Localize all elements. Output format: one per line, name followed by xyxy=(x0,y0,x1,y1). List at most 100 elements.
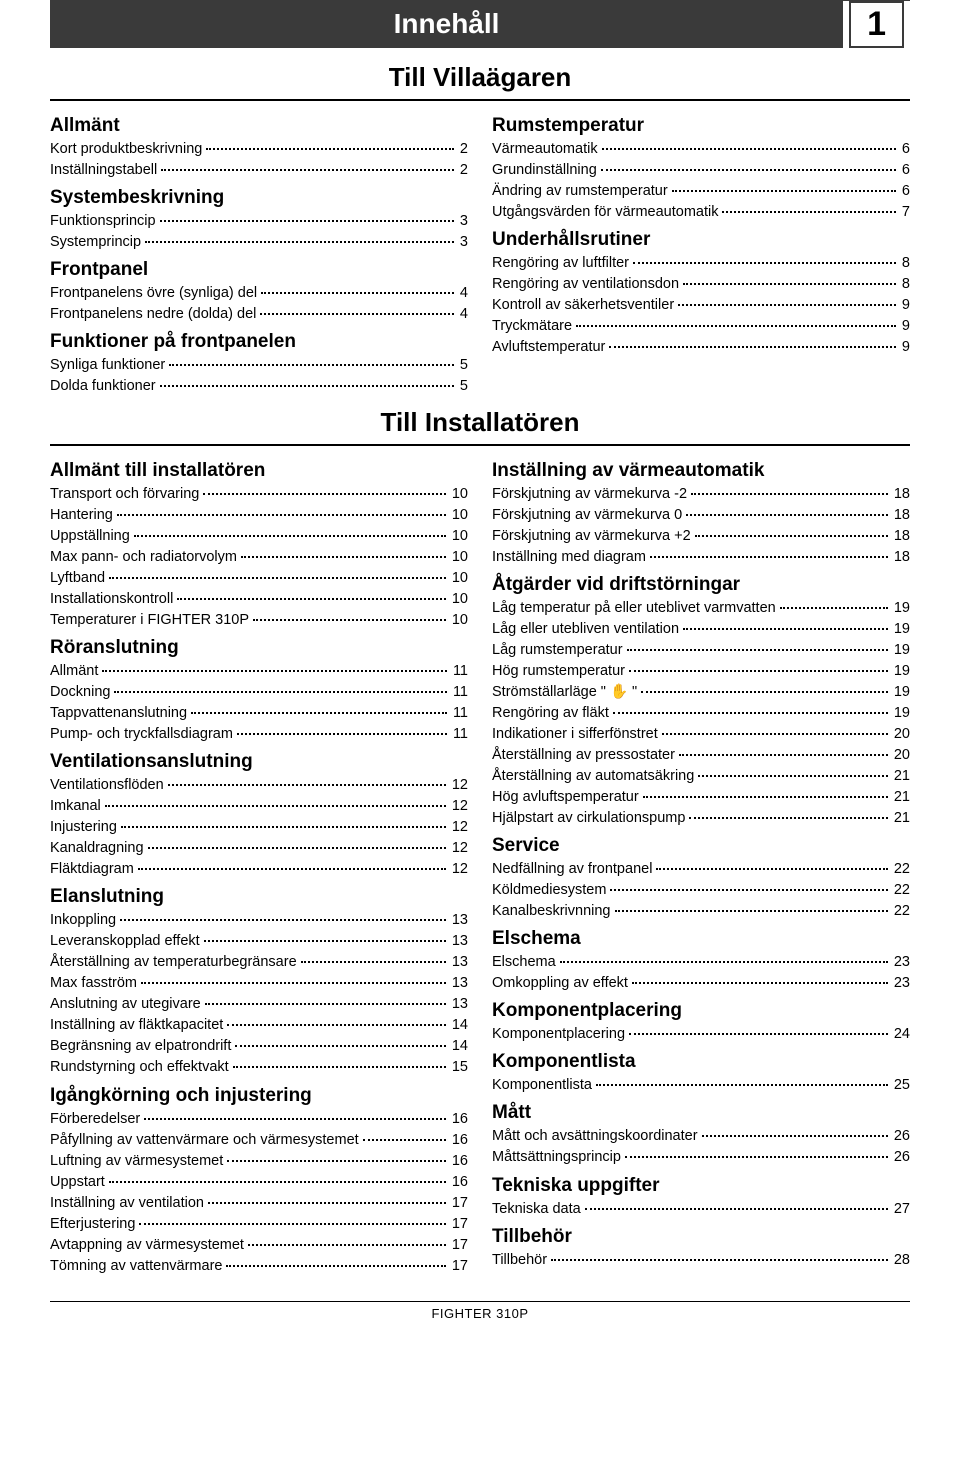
toc-category: Elanslutning xyxy=(50,886,468,908)
toc-leader-dots xyxy=(695,535,888,537)
toc-entry-label: Avtappning av värmesystemet xyxy=(50,1235,244,1256)
toc-leader-dots xyxy=(672,190,896,192)
toc-entry: Lyftband 10 xyxy=(50,568,468,589)
toc-leader-dots xyxy=(191,712,447,714)
toc-entry: Hög avluftspemperatur21 xyxy=(492,787,910,808)
toc-leader-dots xyxy=(260,313,454,315)
footer-text: FIGHTER 310P xyxy=(50,1302,910,1321)
toc-entry-label: Måttsättningsprincip xyxy=(492,1147,621,1168)
toc-entry-page: 6 xyxy=(900,181,910,202)
toc-entry-label: Fläktdiagram xyxy=(50,859,134,880)
toc-entry-page: 22 xyxy=(892,859,910,880)
toc-leader-dots xyxy=(633,262,896,264)
toc-entry-label: Omkoppling av effekt xyxy=(492,973,628,994)
toc-entry: Förskjutning av värmekurva -218 xyxy=(492,484,910,505)
toc-entry-page: 4 xyxy=(458,283,468,304)
toc-entry-page: 17 xyxy=(450,1214,468,1235)
toc-leader-dots xyxy=(134,535,446,537)
toc-entry-label: Temperaturer i FIGHTER 310P xyxy=(50,610,249,631)
toc-category: Elschema xyxy=(492,928,910,950)
toc-category: Inställning av värmeautomatik xyxy=(492,460,910,482)
toc-entry-page: 5 xyxy=(458,376,468,397)
toc-entry-page: 11 xyxy=(451,661,468,682)
toc-entry-label: Kontroll av säkerhetsventiler xyxy=(492,295,674,316)
toc-leader-dots xyxy=(629,1033,888,1035)
toc-entry-page: 26 xyxy=(892,1126,910,1147)
toc-entry: Tömning av vattenvärmare17 xyxy=(50,1256,468,1277)
toc-entry: Låg eller utebliven ventilation19 xyxy=(492,619,910,640)
toc-entry: Måttsättningsprincip 26 xyxy=(492,1147,910,1168)
toc-entry: Tryckmätare9 xyxy=(492,316,910,337)
toc-entry-label: Uppstart xyxy=(50,1172,105,1193)
toc-entry-page: 19 xyxy=(892,640,910,661)
toc-entry-page: 12 xyxy=(450,817,468,838)
toc-entry-label: Köldmediesystem xyxy=(492,880,606,901)
toc-entry-label: Utgångsvärden för värmeautomatik xyxy=(492,202,718,223)
toc-entry-label: Lyftband xyxy=(50,568,105,589)
toc-entry: Temperaturer i FIGHTER 310P 10 xyxy=(50,610,468,631)
toc-entry-label: Injustering xyxy=(50,817,117,838)
toc-entry: Pump- och tryckfallsdiagram11 xyxy=(50,724,468,745)
toc-entry: Värmeautomatik6 xyxy=(492,139,910,160)
toc-entry-label: Transport och förvaring xyxy=(50,484,199,505)
toc-entry-label: Uppställning xyxy=(50,526,130,547)
toc-entry-label: Efterjustering xyxy=(50,1214,135,1235)
toc-entry-page: 13 xyxy=(450,952,468,973)
toc-entry: Luftning av värmesystemet16 xyxy=(50,1151,468,1172)
toc-entry-label: Tappvattenanslutning xyxy=(50,703,187,724)
toc-entry-label: Nedfällning av frontpanel xyxy=(492,859,652,880)
toc-entry-label: Värmeautomatik xyxy=(492,139,598,160)
toc-entry: Tillbehör28 xyxy=(492,1250,910,1271)
toc-leader-dots xyxy=(560,961,888,963)
toc-entry: Inställning med diagram18 xyxy=(492,547,910,568)
toc-entry-label: Rundstyrning och effektvakt xyxy=(50,1057,229,1078)
toc-category: Systembeskrivning xyxy=(50,187,468,209)
toc-entry-label: Max pann- och radiatorvolym xyxy=(50,547,237,568)
toc-leader-dots xyxy=(233,1066,446,1068)
toc-entry: Avtappning av värmesystemet17 xyxy=(50,1235,468,1256)
toc-leader-dots xyxy=(689,817,887,819)
toc-entry-label: Leveranskopplad effekt xyxy=(50,931,200,952)
toc-entry-label: Pump- och tryckfallsdiagram xyxy=(50,724,233,745)
toc-entry: Utgångsvärden för värmeautomatik7 xyxy=(492,202,910,223)
toc-entry-page: 20 xyxy=(892,745,910,766)
toc-entry: Hantering10 xyxy=(50,505,468,526)
toc-entry-label: Hjälpstart av cirkulationspump xyxy=(492,808,685,829)
toc-entry: Installationskontroll10 xyxy=(50,589,468,610)
toc-entry-label: Grundinställning xyxy=(492,160,597,181)
toc-entry-page: 8 xyxy=(900,253,910,274)
toc-entry: Synliga funktioner5 xyxy=(50,355,468,376)
toc-entry: Förskjutning av värmekurva 018 xyxy=(492,505,910,526)
toc-entry-page: 16 xyxy=(450,1172,468,1193)
toc-entry-label: Inställning av ventilation xyxy=(50,1193,204,1214)
toc-entry-page: 10 xyxy=(450,568,468,589)
toc-entry-label: Ändring av rumstemperatur xyxy=(492,181,668,202)
toc-entry-page: 21 xyxy=(892,808,910,829)
toc-entry-label: Installationskontroll xyxy=(50,589,173,610)
toc-entry-label: Allmänt xyxy=(50,661,98,682)
toc-entry: Frontpanelens övre (synliga) del4 xyxy=(50,283,468,304)
toc-leader-dots xyxy=(105,805,446,807)
toc-entry: Systemprincip3 xyxy=(50,232,468,253)
section-2-columns: Allmänt till installatörenTransport och … xyxy=(50,454,910,1277)
toc-leader-dots xyxy=(301,961,446,963)
toc-category: Service xyxy=(492,835,910,857)
header-page-number: 1 xyxy=(849,1,904,48)
section-2-left-col: Allmänt till installatörenTransport och … xyxy=(50,454,468,1277)
toc-entry-page: 26 xyxy=(892,1147,910,1168)
toc-leader-dots xyxy=(204,940,446,942)
toc-leader-dots xyxy=(168,784,446,786)
toc-entry-page: 19 xyxy=(892,598,910,619)
toc-entry-label: Inkoppling xyxy=(50,910,116,931)
toc-category: Allmänt xyxy=(50,115,468,137)
toc-leader-dots xyxy=(177,598,446,600)
toc-entry: Ventilationsflöden12 xyxy=(50,775,468,796)
toc-entry-label: Rengöring av fläkt xyxy=(492,703,609,724)
toc-entry: Anslutning av utegivare13 xyxy=(50,994,468,1015)
toc-leader-dots xyxy=(363,1139,446,1141)
toc-entry-page: 10 xyxy=(450,610,468,631)
toc-entry-label: Påfyllning av vattenvärmare och värmesys… xyxy=(50,1130,359,1151)
toc-entry-page: 10 xyxy=(450,547,468,568)
toc-entry: Komponentplacering24 xyxy=(492,1024,910,1045)
toc-entry-label: Komponentplacering xyxy=(492,1024,625,1045)
